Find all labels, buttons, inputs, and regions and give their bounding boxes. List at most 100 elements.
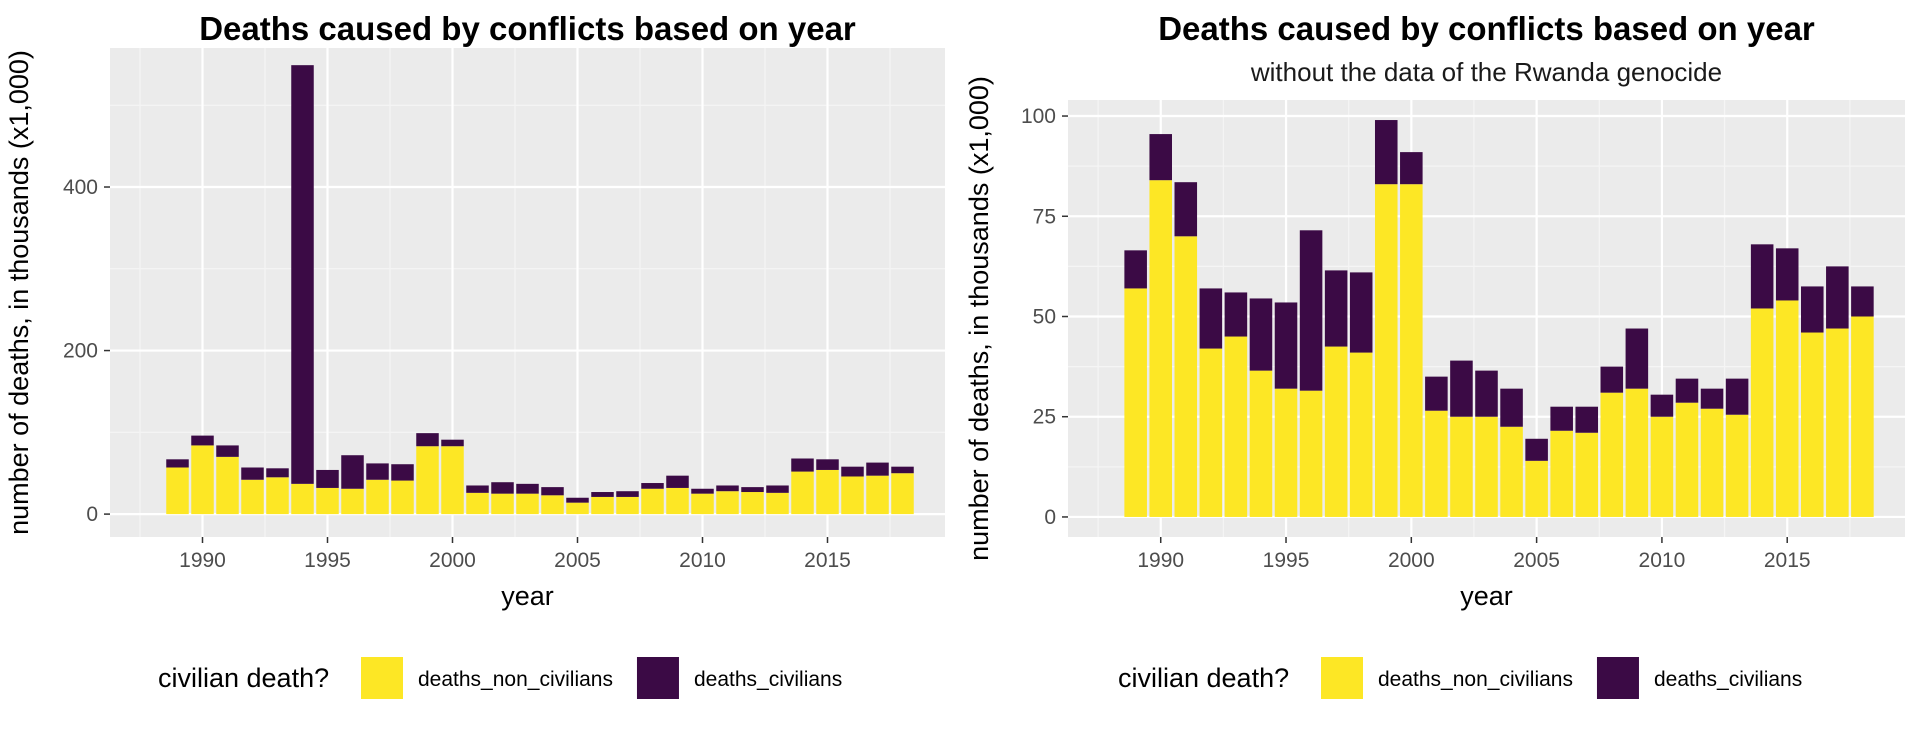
bar-deaths_civilians-1994 xyxy=(1249,298,1273,371)
bar-deaths_non_civilians-1997 xyxy=(1324,346,1348,517)
bar-deaths_civilians-2008 xyxy=(641,483,664,489)
bar-deaths_non_civilians-1993 xyxy=(1224,336,1248,517)
bar-deaths_civilians-1999 xyxy=(416,433,439,447)
bar-deaths_civilians-2014 xyxy=(791,458,814,472)
x-axis-title: year xyxy=(501,581,554,611)
bar-deaths_non_civilians-1994 xyxy=(1249,370,1273,517)
chart-title: Deaths caused by conflicts based on year xyxy=(1158,10,1815,47)
bar-deaths_civilians-2017 xyxy=(866,462,889,476)
bar-deaths_civilians-2005 xyxy=(566,497,589,503)
bar-deaths_non_civilians-2007 xyxy=(616,496,639,515)
bar-deaths_non_civilians-2018 xyxy=(891,473,914,515)
bar-deaths_civilians-2018 xyxy=(891,466,914,474)
bar-deaths_civilians-2011 xyxy=(716,485,739,492)
bar-deaths_non_civilians-2005 xyxy=(566,502,589,515)
y-tick-label: 25 xyxy=(1033,406,1056,429)
bar-deaths_non_civilians-2001 xyxy=(1425,410,1448,517)
bar-deaths_civilians-2001 xyxy=(1425,376,1448,411)
bar-deaths_non_civilians-1994 xyxy=(291,483,314,515)
bar-deaths_non_civilians-2008 xyxy=(641,488,664,515)
bars xyxy=(1124,120,1874,517)
bar-deaths_non_civilians-2005 xyxy=(1525,460,1548,517)
bar-deaths_civilians-2006 xyxy=(591,492,614,497)
bar-deaths_non_civilians-1998 xyxy=(1349,352,1373,517)
bar-deaths_civilians-2016 xyxy=(1801,286,1824,333)
bar-deaths_civilians-1992 xyxy=(1199,288,1223,349)
bar-deaths_non_civilians-2002 xyxy=(491,493,514,515)
bar-deaths_non_civilians-2000 xyxy=(1400,184,1423,517)
x-tick-label: 1995 xyxy=(304,549,351,572)
y-tick-label: 0 xyxy=(86,503,98,526)
bar-deaths_civilians-2006 xyxy=(1550,406,1573,431)
bar-deaths_non_civilians-2012 xyxy=(1700,408,1724,517)
y-tick-label: 200 xyxy=(63,340,98,363)
bar-deaths_non_civilians-2018 xyxy=(1851,316,1874,517)
bar-deaths_non_civilians-2006 xyxy=(591,496,614,515)
bar-deaths_non_civilians-2015 xyxy=(1775,300,1799,517)
bar-deaths_non_civilians-1990 xyxy=(191,445,214,515)
bar-deaths_civilians-2002 xyxy=(1450,360,1473,417)
legend-key-deaths_non_civilians xyxy=(1321,657,1363,699)
bar-deaths_non_civilians-2004 xyxy=(541,495,564,515)
legend-title: civilian death? xyxy=(158,663,329,693)
bar-deaths_non_civilians-2006 xyxy=(1550,430,1573,517)
x-axis-title: year xyxy=(1460,581,1513,611)
x-tick-label: 1990 xyxy=(1137,549,1184,572)
y-axis-title: number of deaths, in thousands (x1,000) xyxy=(964,76,994,561)
bar-deaths_civilians-2010 xyxy=(1650,394,1674,417)
legend-key-deaths_non_civilians xyxy=(361,657,403,699)
bar-deaths_civilians-2000 xyxy=(1400,152,1423,185)
bar-deaths_civilians-1997 xyxy=(366,463,389,480)
bars xyxy=(166,65,914,515)
bar-deaths_civilians-2007 xyxy=(1575,406,1599,433)
bar-deaths_non_civilians-1998 xyxy=(391,480,414,515)
bar-deaths_civilians-1991 xyxy=(1174,182,1198,237)
bar-deaths_civilians-2012 xyxy=(1700,388,1724,409)
legend-label-deaths_non_civilians: deaths_non_civilians xyxy=(418,668,613,691)
legend-title: civilian death? xyxy=(1118,663,1289,693)
bar-deaths_non_civilians-2014 xyxy=(791,471,814,515)
bar-deaths_non_civilians-1996 xyxy=(1299,390,1323,517)
bar-deaths_civilians-2009 xyxy=(666,475,689,488)
bar-deaths_non_civilians-1990 xyxy=(1149,180,1172,517)
y-tick-label: 50 xyxy=(1033,305,1056,328)
bar-deaths_civilians-1996 xyxy=(1299,230,1323,391)
bar-deaths_civilians-2014 xyxy=(1750,244,1774,309)
bar-deaths_civilians-1989 xyxy=(166,459,189,468)
bar-deaths_non_civilians-2004 xyxy=(1500,426,1523,517)
legend-key-deaths_civilians xyxy=(1596,657,1639,699)
bar-deaths_civilians-2005 xyxy=(1525,438,1548,461)
bar-deaths_non_civilians-2016 xyxy=(841,476,864,515)
x-tick-label: 1990 xyxy=(179,549,226,572)
x-tick-label: 2000 xyxy=(1388,549,1435,572)
x-tick-label: 2000 xyxy=(429,549,476,572)
bar-deaths_non_civilians-2012 xyxy=(741,492,764,515)
y-tick-label: 0 xyxy=(1044,506,1056,529)
bar-deaths_civilians-1990 xyxy=(191,435,214,446)
bar-deaths_civilians-1993 xyxy=(1224,292,1248,337)
bar-deaths_non_civilians-2002 xyxy=(1450,416,1473,517)
bar-deaths_non_civilians-1999 xyxy=(1374,184,1398,517)
bar-deaths_civilians-1998 xyxy=(391,464,414,481)
bar-deaths_non_civilians-2003 xyxy=(516,493,539,515)
bar-deaths_civilians-2001 xyxy=(466,485,489,493)
x-tick-label: 2010 xyxy=(679,549,726,572)
bar-deaths_civilians-2000 xyxy=(441,439,464,447)
bar-deaths_civilians-2004 xyxy=(1500,388,1523,427)
legend-key-deaths_civilians xyxy=(636,657,679,699)
bar-deaths_civilians-1997 xyxy=(1324,270,1348,347)
bar-deaths_non_civilians-1997 xyxy=(366,479,389,515)
bar-deaths_non_civilians-2017 xyxy=(1826,328,1849,517)
bar-deaths_non_civilians-1991 xyxy=(1174,236,1198,517)
bar-deaths_non_civilians-2013 xyxy=(1725,414,1749,517)
bar-deaths_non_civilians-2008 xyxy=(1600,392,1624,517)
bar-deaths_civilians-2017 xyxy=(1826,266,1849,329)
bar-deaths_non_civilians-2009 xyxy=(1625,388,1649,517)
bar-deaths_civilians-1994 xyxy=(291,65,314,484)
bar-deaths_non_civilians-2007 xyxy=(1575,432,1599,517)
bar-deaths_civilians-2007 xyxy=(616,491,639,497)
bar-deaths_non_civilians-1993 xyxy=(266,477,289,515)
legend: civilian death? deaths_non_civilians death… xyxy=(1118,657,1802,699)
bar-deaths_civilians-2003 xyxy=(1475,370,1498,417)
